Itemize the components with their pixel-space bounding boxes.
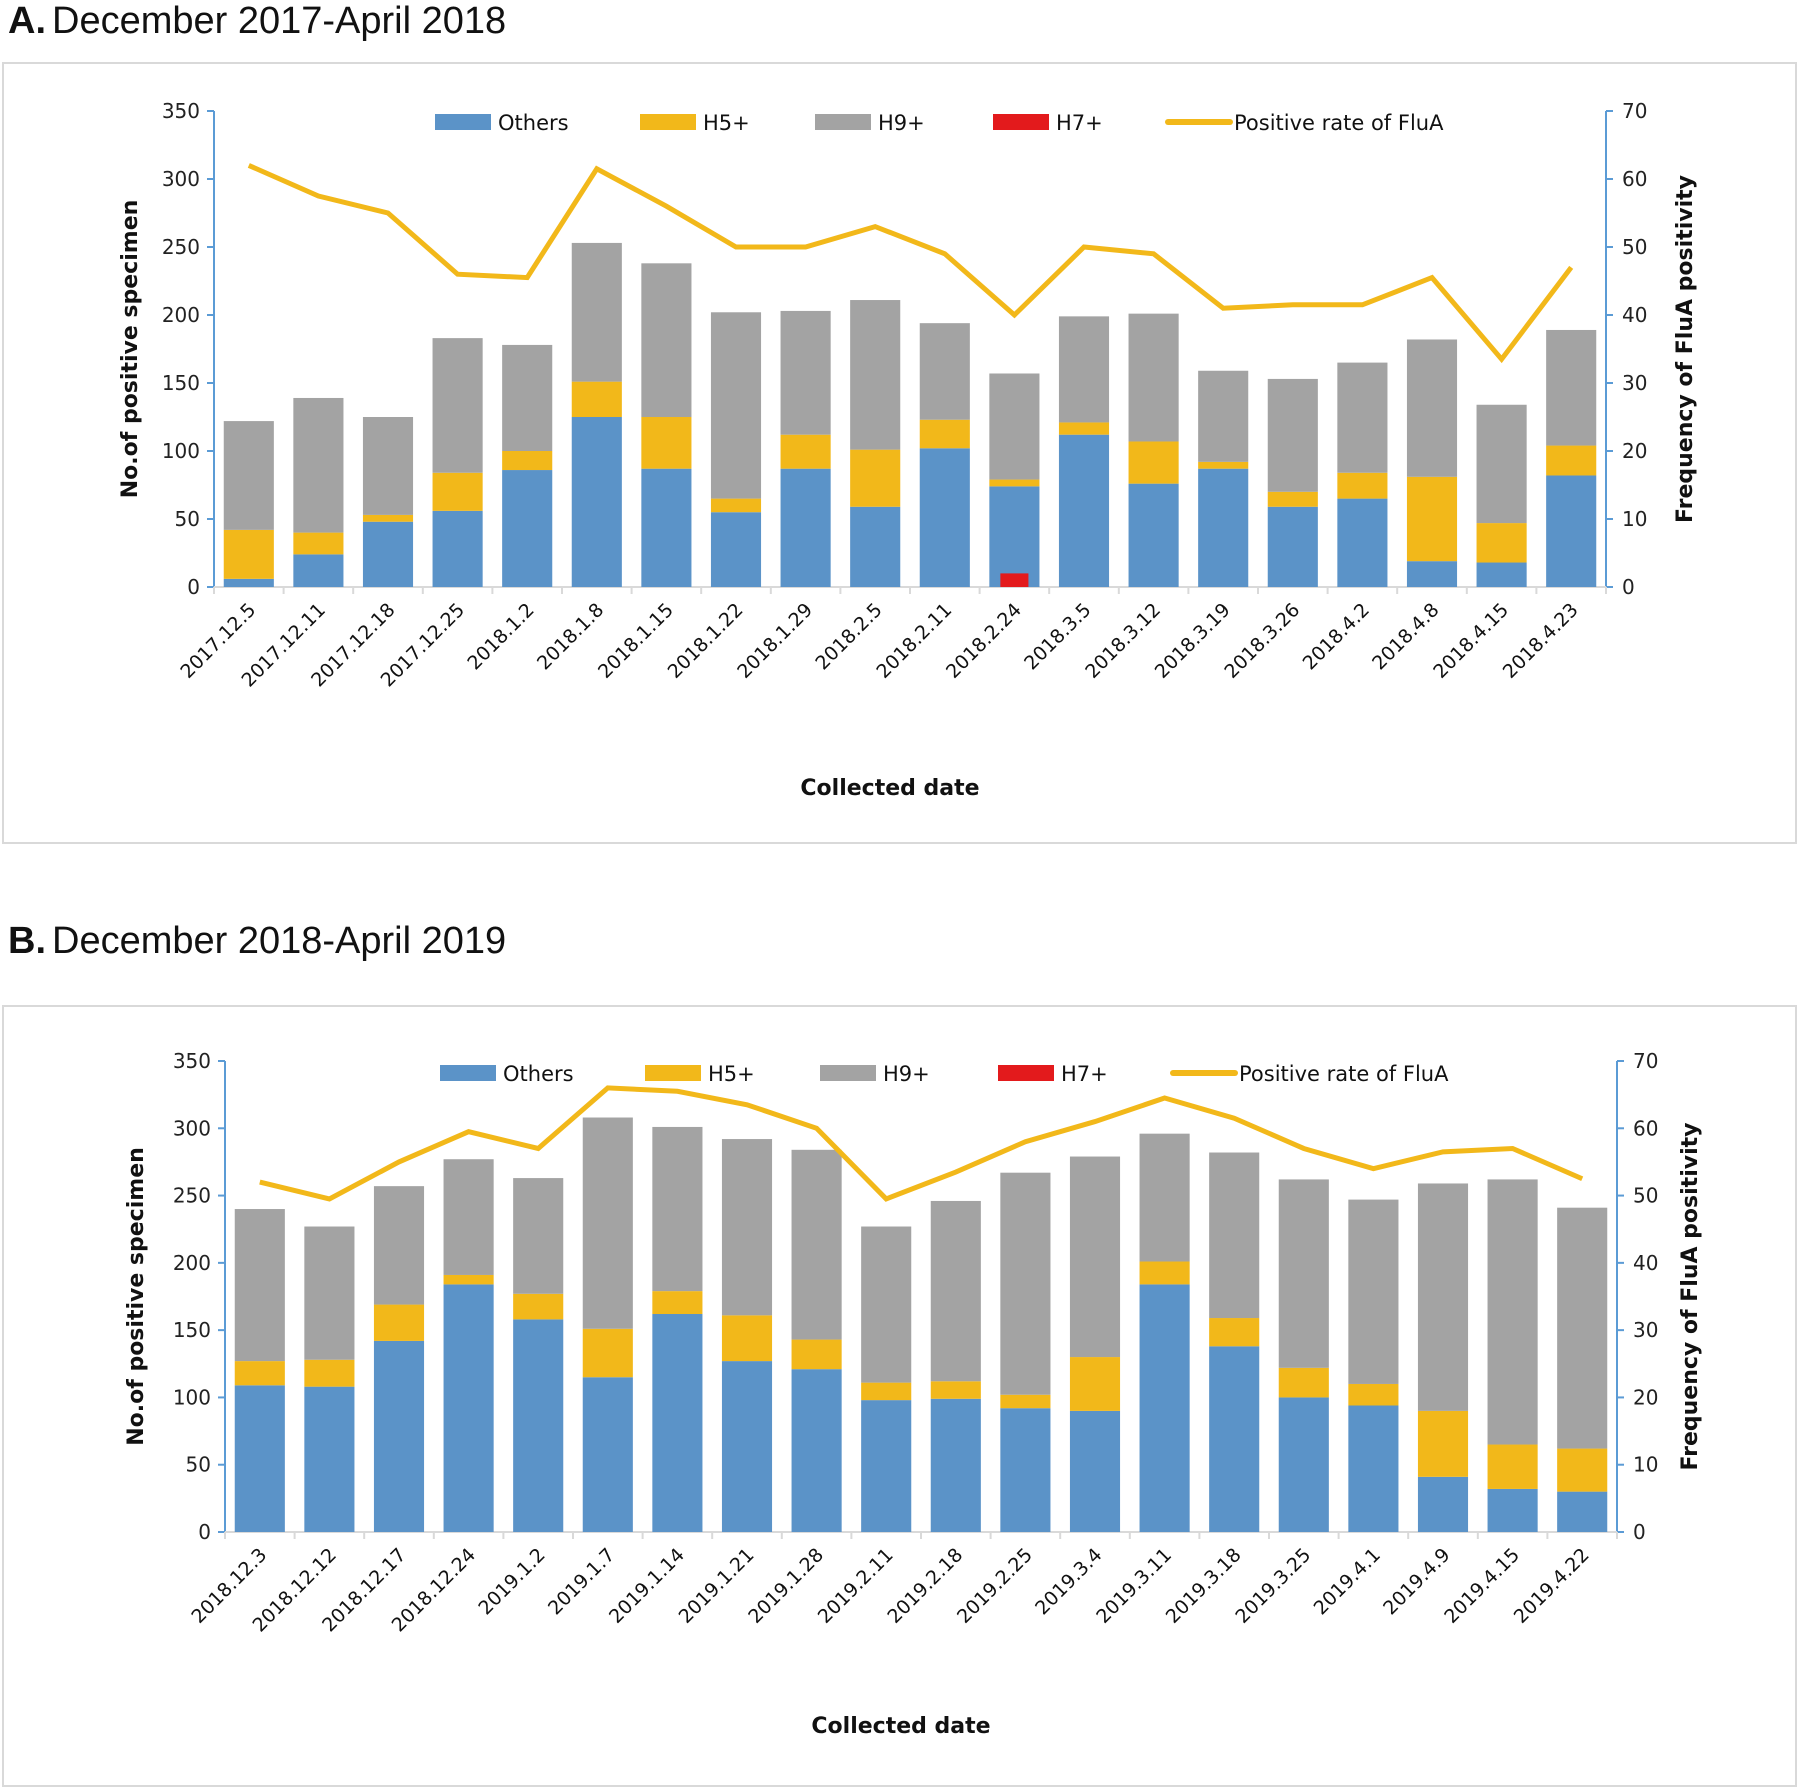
chart-b-frame bbox=[2, 1005, 1797, 1787]
panel-a-title-text: December 2017-April 2018 bbox=[52, 0, 507, 42]
panel-a-letter: A. bbox=[8, 0, 46, 42]
panel-a-title: A. December 2017-April 2018 bbox=[8, 0, 506, 43]
panel-b-title: B. December 2018-April 2019 bbox=[8, 920, 506, 963]
panel-b-title-text: December 2018-April 2019 bbox=[52, 920, 507, 962]
panel-b-letter: B. bbox=[8, 920, 46, 962]
chart-a-frame bbox=[2, 62, 1797, 844]
